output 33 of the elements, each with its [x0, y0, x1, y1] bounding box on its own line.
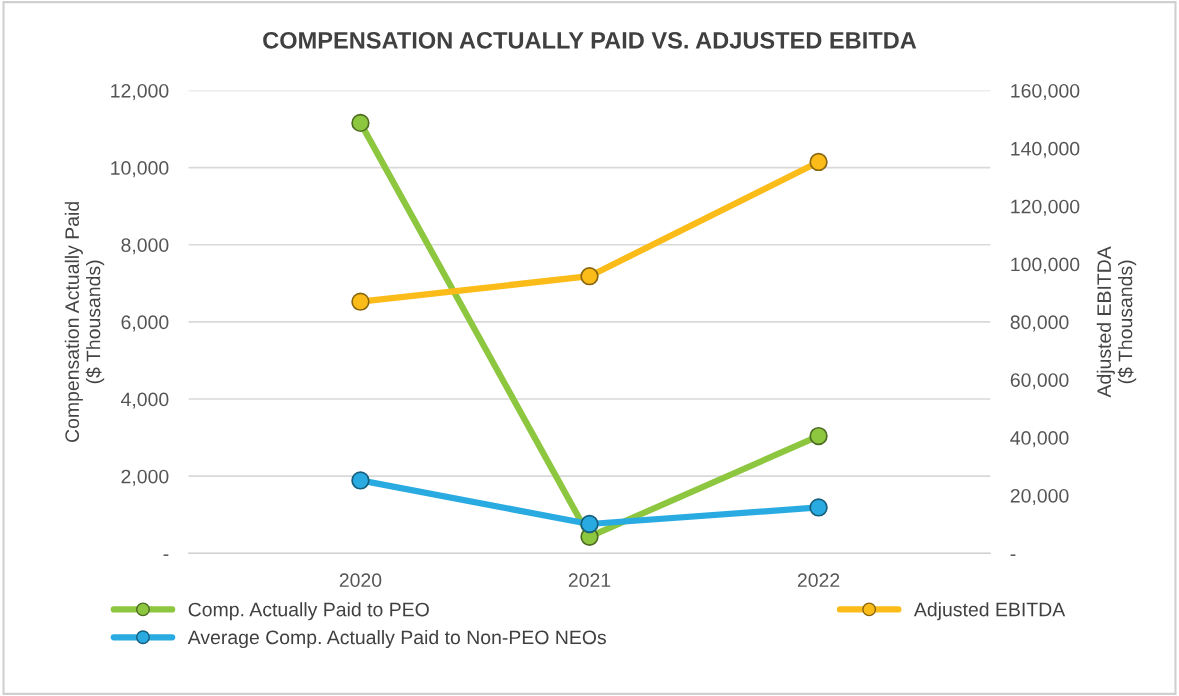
y-tick-label: 2,000: [121, 469, 169, 486]
point: [351, 292, 370, 311]
y-tick-label: 6,000: [121, 315, 169, 332]
y2-tick-label: 140,000: [1011, 141, 1080, 158]
point: [809, 152, 828, 172]
point: [809, 426, 828, 446]
x-tick-label: 2022: [797, 573, 840, 588]
x-tick-label: 2020: [339, 573, 382, 588]
y-axis-title: Compensation Actually Paid ($ Thousands): [64, 202, 105, 442]
y2-tick-label: -: [1010, 554, 1016, 556]
y2-tick-label: 120,000: [1011, 199, 1080, 216]
y-tick-label: 8,000: [121, 238, 169, 255]
y-tick-label: 10,000: [111, 161, 169, 178]
legend-label: Adjusted EBITDA: [913, 602, 1066, 621]
y2-tick-label: 60,000: [1010, 373, 1069, 390]
y-tick-label: 12,000: [111, 83, 169, 101]
y2-tick-label: 100,000: [1011, 257, 1080, 274]
y2-tick-label: 80,000: [1010, 315, 1069, 332]
point: [580, 267, 599, 286]
y2-axis-title: Adjusted EBITDA ($ Thousands): [1096, 246, 1137, 398]
y-tick-label: 4,000: [120, 392, 169, 409]
legend-label: Average Comp. Actually Paid to Non-PEO NEOs: [187, 629, 606, 649]
y2-tick-label: 160,000: [1011, 83, 1080, 101]
y2-tick-label: 20,000: [1010, 488, 1069, 505]
y-tick-label: -: [163, 554, 169, 556]
point: [809, 498, 828, 517]
x-tick-label: 2021: [568, 573, 611, 588]
point: [351, 113, 370, 133]
point: [580, 514, 599, 534]
y2-tick-label: 40,000: [1010, 431, 1069, 448]
chart-title: COMPENSATION ACTUALLY PAID VS. ADJUSTED EBITDA: [263, 31, 917, 49]
point: [351, 471, 370, 490]
legend-label: Comp. Actually Paid to PEO: [188, 602, 429, 621]
